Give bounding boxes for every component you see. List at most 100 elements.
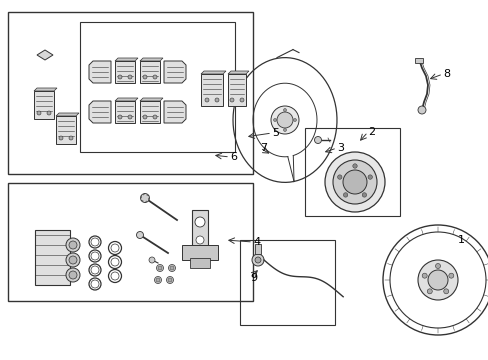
Circle shape [156, 265, 163, 271]
Bar [140, 61, 160, 83]
Polygon shape [163, 101, 185, 123]
Circle shape [156, 278, 160, 282]
Polygon shape [201, 71, 225, 74]
Circle shape [140, 194, 149, 202]
Circle shape [435, 264, 440, 269]
Circle shape [229, 98, 234, 102]
Polygon shape [89, 101, 111, 123]
Circle shape [37, 111, 41, 115]
Circle shape [154, 276, 161, 284]
Circle shape [283, 108, 286, 112]
Circle shape [251, 254, 264, 266]
Text: 8: 8 [442, 69, 449, 79]
Bar [254, 244, 261, 254]
Text: 5: 5 [271, 128, 279, 138]
Circle shape [215, 98, 219, 102]
Circle shape [337, 175, 341, 179]
Circle shape [343, 193, 347, 197]
Circle shape [69, 136, 73, 140]
Circle shape [254, 257, 261, 263]
Circle shape [158, 266, 162, 270]
Circle shape [128, 75, 132, 79]
Circle shape [69, 241, 77, 249]
Bar [35, 230, 70, 285]
Polygon shape [115, 98, 138, 101]
Polygon shape [140, 98, 163, 101]
Text: 1: 1 [457, 235, 464, 245]
Circle shape [118, 115, 122, 119]
Bar [115, 101, 135, 123]
Circle shape [270, 106, 298, 134]
Polygon shape [227, 71, 248, 74]
Circle shape [204, 98, 208, 102]
Circle shape [367, 175, 372, 179]
Circle shape [273, 118, 276, 122]
Circle shape [118, 75, 122, 79]
Bar [182, 245, 218, 260]
Ellipse shape [389, 232, 485, 328]
Bar [240, 240, 334, 325]
Circle shape [142, 75, 147, 79]
Ellipse shape [417, 260, 457, 300]
Polygon shape [140, 58, 163, 61]
Circle shape [417, 106, 425, 114]
Text: 2: 2 [367, 127, 374, 137]
Circle shape [170, 266, 174, 270]
Circle shape [362, 193, 366, 197]
Circle shape [168, 265, 175, 271]
Circle shape [47, 111, 51, 115]
Circle shape [342, 170, 366, 194]
Bar [115, 61, 135, 83]
Polygon shape [163, 61, 185, 83]
Circle shape [283, 129, 286, 131]
Circle shape [325, 152, 384, 212]
Circle shape [195, 217, 204, 227]
Bar [305, 128, 399, 216]
Circle shape [293, 118, 296, 122]
Bar [140, 101, 160, 123]
Circle shape [427, 289, 431, 294]
Circle shape [332, 160, 376, 204]
Bar [201, 74, 223, 106]
Circle shape [142, 115, 147, 119]
Circle shape [59, 136, 63, 140]
Circle shape [352, 164, 356, 168]
Bar [56, 116, 76, 144]
Polygon shape [115, 58, 138, 61]
Bar [192, 210, 207, 260]
Circle shape [66, 253, 80, 267]
Ellipse shape [427, 270, 447, 290]
Circle shape [166, 276, 173, 284]
Circle shape [443, 289, 448, 294]
Text: 7: 7 [260, 143, 266, 153]
Circle shape [168, 278, 172, 282]
Circle shape [69, 256, 77, 264]
Circle shape [276, 112, 292, 128]
Polygon shape [56, 113, 79, 116]
Bar [34, 91, 54, 119]
Circle shape [66, 238, 80, 252]
Circle shape [240, 98, 244, 102]
Circle shape [421, 273, 427, 278]
Text: 9: 9 [249, 273, 257, 283]
Bar [414, 58, 422, 63]
Polygon shape [37, 50, 53, 60]
Polygon shape [34, 88, 57, 91]
Bar [8, 12, 252, 174]
Circle shape [448, 273, 453, 278]
Text: 6: 6 [229, 152, 237, 162]
Circle shape [196, 236, 203, 244]
Circle shape [149, 257, 155, 263]
Bar [227, 74, 245, 106]
Text: 4: 4 [252, 237, 260, 247]
Bar [8, 183, 252, 301]
Circle shape [66, 268, 80, 282]
Circle shape [69, 271, 77, 279]
Bar [80, 22, 235, 152]
Text: 3: 3 [336, 143, 343, 153]
Bar [190, 258, 209, 268]
Polygon shape [89, 61, 111, 83]
Circle shape [153, 75, 157, 79]
Circle shape [153, 115, 157, 119]
Circle shape [314, 136, 321, 144]
